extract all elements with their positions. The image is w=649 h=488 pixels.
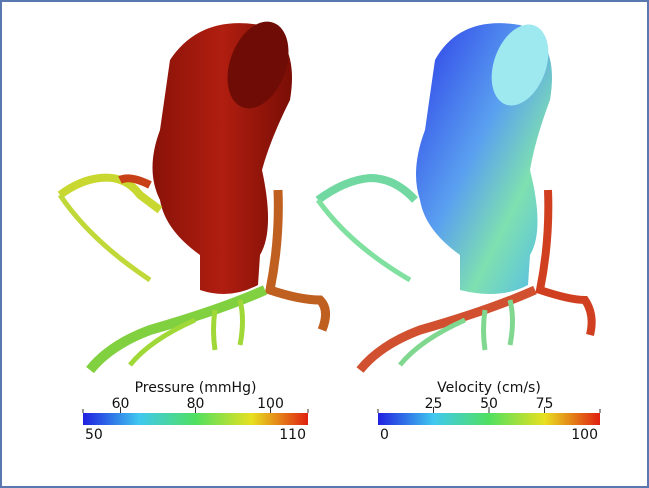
tick-label: 100 bbox=[257, 396, 284, 412]
tick-label: 50 bbox=[480, 396, 498, 412]
tick-label: 75 bbox=[536, 396, 554, 412]
colorbar bbox=[83, 413, 308, 425]
range-label: 50 bbox=[85, 427, 103, 443]
tick-label: 60 bbox=[112, 396, 130, 412]
range-label: 0 bbox=[380, 427, 389, 443]
tick-label: 80 bbox=[187, 396, 205, 412]
range-label: 100 bbox=[571, 427, 598, 443]
colorbar-title: Pressure (mmHg) bbox=[135, 380, 257, 396]
figure: Pressure (mmHg) 50 110 60 80 100 Velocity (cm/… bbox=[0, 0, 649, 488]
range-label: 110 bbox=[279, 427, 306, 443]
tick-label: 25 bbox=[425, 396, 443, 412]
colorbar-title: Velocity (cm/s) bbox=[437, 380, 541, 396]
colorbar bbox=[378, 413, 600, 425]
